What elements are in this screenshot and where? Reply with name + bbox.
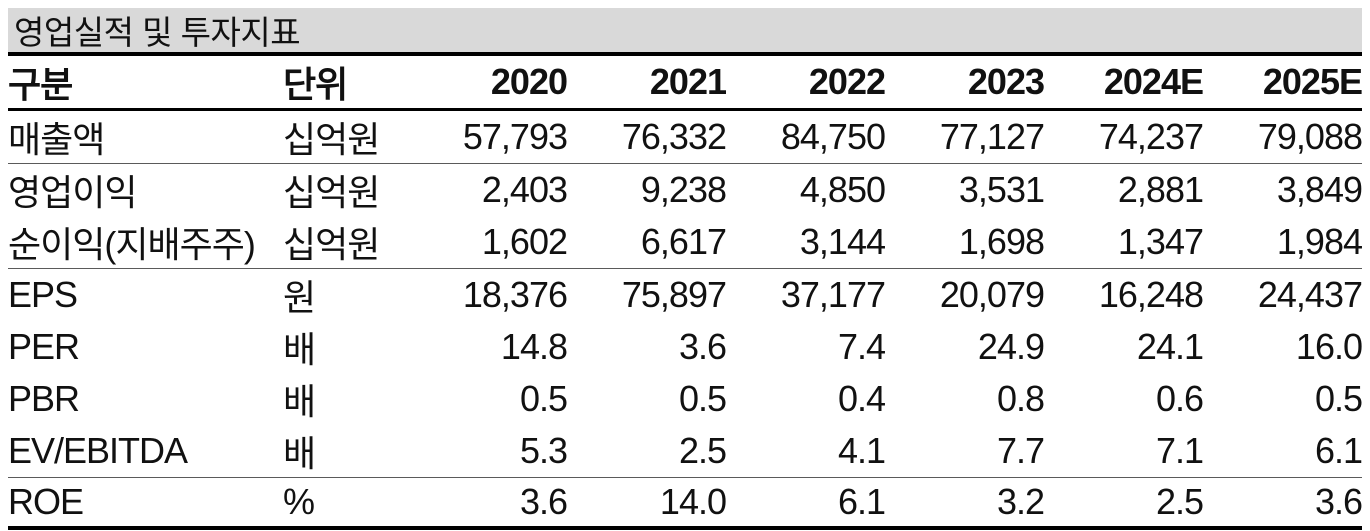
cell-value: 0.5 (1314, 378, 1362, 419)
row-unit: 십억원 (283, 109, 408, 164)
row-unit: 배 (283, 381, 316, 422)
row-label: PER (8, 326, 80, 367)
cell-value: 2,881 (1117, 169, 1203, 210)
cell-value: 16.0 (1295, 326, 1362, 367)
cell-value: 3,144 (726, 216, 885, 269)
cell-value: 2.5 (1044, 477, 1203, 530)
column-header-2020: 2020 (408, 56, 567, 111)
cell-value: 1,347 (1044, 216, 1203, 269)
cell-value: 16,248 (1098, 274, 1203, 315)
cell-value: 7.7 (885, 425, 1044, 478)
cell-value: 3.2 (885, 477, 1044, 530)
cell-value: 9,238 (640, 169, 726, 210)
cell-value: 7.1 (1044, 425, 1203, 478)
row-label: EPS (8, 274, 78, 315)
row-label: EV/EBITDA (8, 425, 283, 478)
cell-value: 6.1 (726, 477, 885, 530)
row-label: 순이익(지배주주) (8, 216, 283, 269)
cell-value: 74,237 (1044, 109, 1203, 164)
cell-value: 77,127 (885, 109, 1044, 164)
cell-value: 6,617 (567, 216, 726, 269)
table-title: 영업실적 및 투자지표 (14, 14, 301, 51)
cell-value: 37,177 (780, 274, 885, 315)
cell-value: 3,849 (1276, 169, 1362, 210)
cell-value: 0.8 (996, 378, 1044, 419)
table-row-per: PER 배 14.8 3.6 7.4 24.9 24.1 16.0 (8, 321, 1362, 373)
column-header-2025e: 2025E (1203, 56, 1362, 111)
row-unit: 배 (283, 329, 316, 370)
cell-value: 4.1 (726, 425, 885, 478)
cell-value: 20,079 (939, 274, 1044, 315)
cell-value: 14.0 (567, 477, 726, 530)
table-row-operating-profit: 영업이익 십억원 2,403 9,238 4,850 3,531 2,881 3… (8, 164, 1362, 217)
cell-value: 24.1 (1136, 326, 1203, 367)
column-header-category: 구분 (8, 56, 283, 111)
row-label: 매출액 (8, 109, 283, 164)
row-unit: 배 (283, 425, 408, 478)
table-row-roe: ROE % 3.6 14.0 6.1 3.2 2.5 3.6 (8, 477, 1362, 530)
cell-value: 2.5 (567, 425, 726, 478)
cell-value: 1,984 (1203, 216, 1362, 269)
cell-value: 24,437 (1257, 274, 1362, 315)
row-label: PBR (8, 378, 80, 419)
cell-value: 14.8 (500, 326, 567, 367)
cell-value: 3.6 (1203, 477, 1362, 530)
table-title-bar: 영업실적 및 투자지표 (8, 8, 1362, 56)
column-header-2021: 2021 (567, 56, 726, 111)
cell-value: 2,403 (481, 169, 567, 210)
cell-value: 24.9 (977, 326, 1044, 367)
cell-value: 3,531 (958, 169, 1044, 210)
cell-value: 84,750 (726, 109, 885, 164)
table-row-pbr: PBR 배 0.5 0.5 0.4 0.8 0.6 0.5 (8, 373, 1362, 425)
cell-value: 5.3 (408, 425, 567, 478)
column-header-2024e: 2024E (1044, 56, 1203, 111)
cell-value: 6.1 (1203, 425, 1362, 478)
cell-value: 76,332 (567, 109, 726, 164)
row-unit: 십억원 (283, 172, 380, 213)
row-unit: % (283, 477, 408, 530)
table-row-net-profit: 순이익(지배주주) 십억원 1,602 6,617 3,144 1,698 1,… (8, 216, 1362, 269)
cell-value: 0.5 (519, 378, 567, 419)
cell-value: 7.4 (837, 326, 885, 367)
cell-value: 0.5 (678, 378, 726, 419)
cell-value: 3.6 (678, 326, 726, 367)
financials-table: 구분 단위 2020 2021 2022 2023 2024E 2025E 매출… (8, 56, 1362, 530)
table-row-eps: EPS 원 18,376 75,897 37,177 20,079 16,248… (8, 269, 1362, 322)
cell-value: 57,793 (408, 109, 567, 164)
cell-value: 4,850 (799, 169, 885, 210)
column-header-unit: 단위 (283, 56, 408, 111)
row-unit: 원 (283, 277, 316, 318)
row-label: 영업이익 (8, 172, 137, 213)
column-header-2023: 2023 (885, 56, 1044, 111)
cell-value: 75,897 (621, 274, 726, 315)
table-row-revenue: 매출액 십억원 57,793 76,332 84,750 77,127 74,2… (8, 109, 1362, 164)
cell-value: 0.4 (837, 378, 885, 419)
header-row: 구분 단위 2020 2021 2022 2023 2024E 2025E (8, 56, 1362, 111)
cell-value: 0.6 (1155, 378, 1203, 419)
row-label: ROE (8, 477, 283, 530)
table-row-ev-ebitda: EV/EBITDA 배 5.3 2.5 4.1 7.7 7.1 6.1 (8, 425, 1362, 478)
row-unit: 십억원 (283, 216, 408, 269)
cell-value: 3.6 (408, 477, 567, 530)
cell-value: 79,088 (1203, 109, 1362, 164)
cell-value: 1,698 (885, 216, 1044, 269)
column-header-2022: 2022 (726, 56, 885, 111)
cell-value: 18,376 (462, 274, 567, 315)
cell-value: 1,602 (408, 216, 567, 269)
